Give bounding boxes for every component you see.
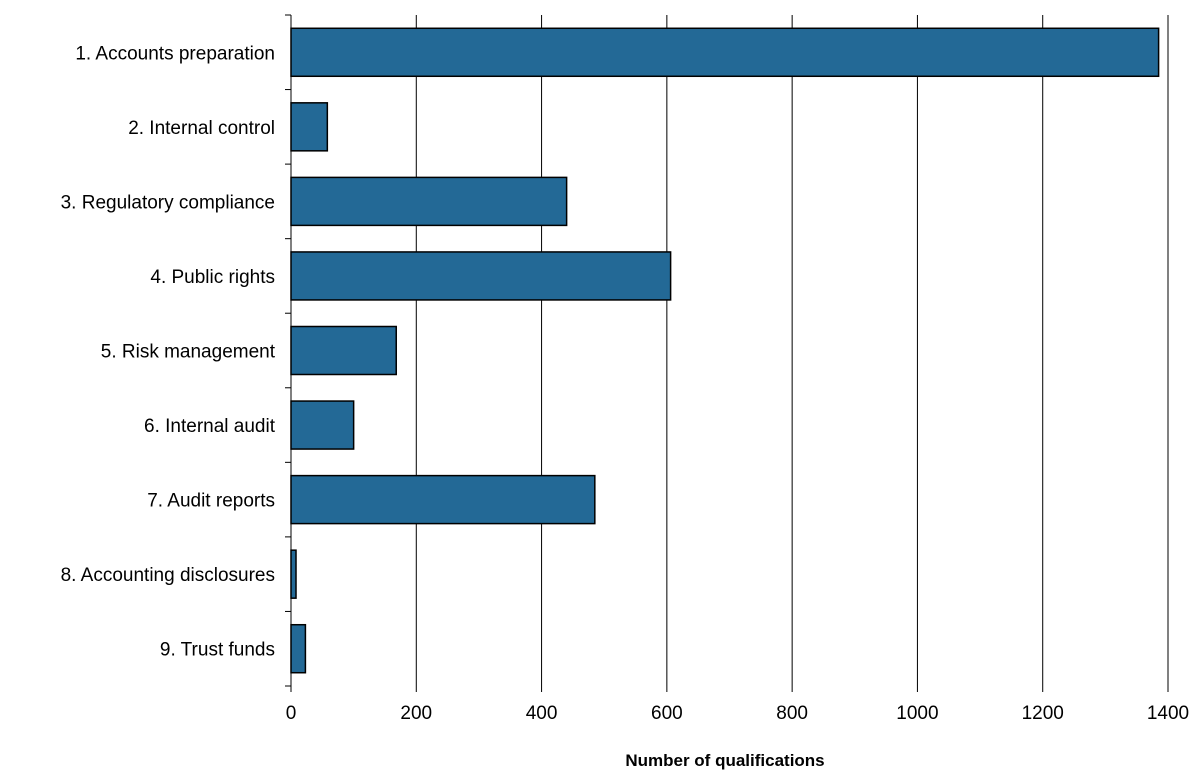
bars	[290, 27, 1160, 674]
bar-4	[290, 251, 672, 301]
x-tick-label: 800	[776, 703, 808, 724]
x-axis-title: Number of qualifications	[625, 751, 824, 770]
category-label-9: 9. Trust funds	[160, 640, 275, 661]
x-tick-label: 600	[651, 703, 683, 724]
x-tick-label: 1400	[1147, 703, 1189, 724]
category-label-3: 3. Regulatory compliance	[61, 192, 275, 213]
category-label-2: 2. Internal control	[128, 118, 275, 139]
gridlines	[415, 15, 1169, 686]
category-label-8: 8. Accounting disclosures	[61, 565, 275, 586]
bar-6	[290, 400, 355, 450]
category-label-7: 7. Audit reports	[147, 491, 275, 512]
bar-5	[290, 325, 397, 376]
axes	[285, 14, 1169, 692]
category-label-6: 6. Internal audit	[144, 416, 276, 437]
x-tick-label: 1200	[1022, 703, 1064, 724]
bar-9	[290, 623, 307, 674]
category-label-1: 1. Accounts preparation	[75, 43, 275, 64]
category-label-5: 5. Risk management	[101, 342, 276, 363]
bar-8	[290, 549, 297, 599]
category-label-4: 4. Public rights	[150, 267, 275, 288]
bar-2	[290, 102, 329, 152]
x-tick-label: 400	[526, 703, 558, 724]
x-tick-label: 200	[400, 703, 432, 724]
x-tick-label: 1000	[896, 703, 938, 724]
bar-1	[290, 27, 1160, 78]
bar-3	[290, 176, 568, 227]
x-tick-label: 0	[286, 703, 297, 724]
bar-7	[290, 474, 596, 525]
labels: 0 200 400 600 800 1000 1200 1400 1. Accounts pre…	[61, 43, 1190, 724]
